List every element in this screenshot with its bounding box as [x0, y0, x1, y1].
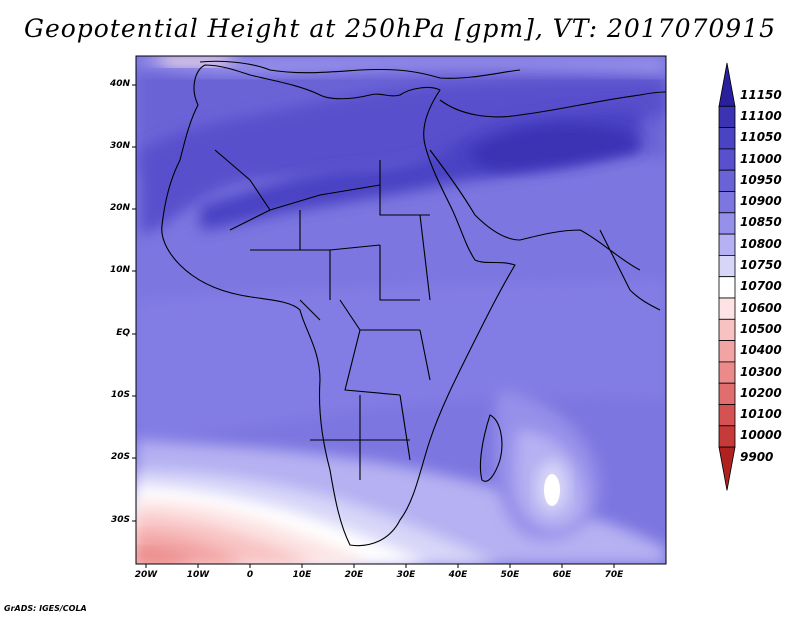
colorbar-label: 10950: [740, 172, 782, 187]
colorbar-swatch: [718, 361, 736, 384]
colorbar-swatch: [718, 62, 736, 107]
lat-label-40n: 40N: [109, 79, 130, 89]
colorbar-label: 10850: [740, 215, 782, 230]
lon-label-10w: 10W: [186, 570, 210, 580]
colorbar-swatch: [718, 382, 736, 405]
lat-label-30n: 30N: [109, 141, 130, 151]
lat-tick-marks: [132, 84, 136, 522]
colorbar-swatch: [718, 127, 736, 150]
lat-label-10s: 10S: [110, 390, 130, 400]
colorbar-label: 10200: [740, 385, 782, 400]
grads-credit: GrADS: IGES/COLA: [4, 604, 87, 613]
colorbar-label: 10600: [740, 300, 782, 315]
colorbar-swatch: [718, 233, 736, 256]
map-title: Geopotential Height at 250hPa [gpm], VT:…: [23, 14, 777, 43]
colorbar-label: 10100: [740, 407, 782, 422]
colorbar-label: 10900: [740, 194, 782, 209]
colorbar-swatch: [718, 191, 736, 214]
lon-label-0: 0: [246, 570, 254, 580]
lon-label-10e: 10E: [292, 570, 312, 580]
colorbar-label: 10750: [740, 258, 782, 273]
lat-label-10n: 10N: [109, 265, 130, 275]
lon-label-40e: 40E: [448, 570, 468, 580]
colorbar-swatch: [718, 169, 736, 192]
colorbar-label: 10700: [740, 279, 782, 294]
lat-label-30s: 30S: [110, 515, 130, 525]
colorbar-swatch: [718, 105, 736, 128]
lon-label-20e: 20E: [344, 570, 364, 580]
colorbar-swatch: [718, 340, 736, 363]
colorbar-swatch: [718, 212, 736, 235]
colorbar-swatch: [718, 446, 736, 491]
colorbar: [718, 62, 736, 491]
colorbar-label: 11100: [740, 108, 782, 123]
colorbar-label: 11050: [740, 130, 782, 145]
colorbar-swatch: [718, 297, 736, 320]
colorbar-label: 10800: [740, 236, 782, 251]
colorbar-swatch: [718, 404, 736, 427]
lat-label-20s: 20S: [110, 452, 130, 462]
colorbar-label: 11000: [740, 151, 782, 166]
height-field-shading: [136, 56, 666, 564]
lon-label-30e: 30E: [396, 570, 416, 580]
colorbar-swatch: [718, 276, 736, 299]
colorbar-label: 10500: [740, 321, 782, 336]
lon-label-20w: 20W: [134, 570, 158, 580]
lon-label-50e: 50E: [500, 570, 520, 580]
colorbar-swatch: [718, 318, 736, 341]
colorbar-label: 10000: [740, 428, 782, 443]
lon-label-60e: 60E: [552, 570, 572, 580]
lon-tick-marks: [145, 564, 615, 568]
lat-label-20n: 20N: [109, 203, 130, 213]
lat-label-eq: EQ: [116, 328, 130, 338]
coastlines: [161, 60, 666, 547]
colorbar-swatch: [718, 425, 736, 448]
colorbar-label: 10300: [740, 364, 782, 379]
colorbar-label: 9900: [740, 449, 774, 464]
colorbar-label: 10400: [740, 343, 782, 358]
lon-label-70e: 70E: [604, 570, 624, 580]
colorbar-label: 11150: [740, 87, 782, 102]
colorbar-swatch: [718, 254, 736, 278]
colorbar-swatch: [718, 148, 736, 171]
